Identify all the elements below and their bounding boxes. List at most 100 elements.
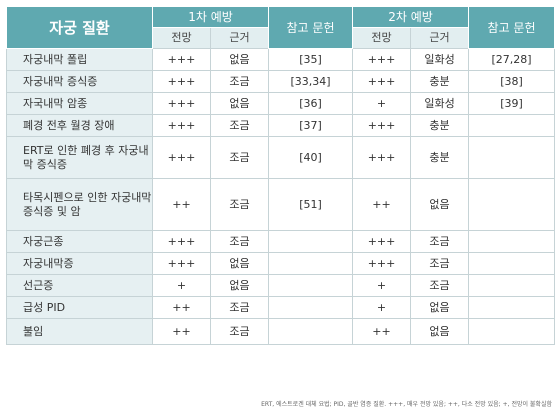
table-row: 선근증 + 없음 + 조금 — [6, 274, 556, 297]
header-second-prevention: 2차 예방 — [352, 6, 470, 28]
disease-name-cell: 타목시펜으로 인한 자궁내막 증식증 및 암 — [6, 178, 153, 231]
second-basis-cell: 조금 — [410, 230, 470, 253]
second-outlook-cell: +++ — [352, 252, 412, 275]
second-basis-cell: 충분 — [410, 136, 470, 179]
disease-name-cell: 선근증 — [6, 274, 153, 297]
first-basis-cell: 조금 — [209, 178, 270, 231]
disease-name-cell: 불임 — [6, 318, 153, 345]
header-outlook-2: 전망 — [352, 27, 412, 49]
table-row: 자궁내막 증식증 +++ 조금 [33,34] +++ 충분 [38] — [6, 70, 556, 93]
first-basis-cell: 조금 — [209, 230, 270, 253]
second-outlook-cell: +++ — [352, 230, 412, 253]
first-basis-cell: 조금 — [209, 318, 270, 345]
table-row: 자궁근종 +++ 조금 +++ 조금 — [6, 230, 556, 253]
first-reference-cell: [40] — [268, 136, 354, 179]
second-basis-cell: 없음 — [410, 296, 470, 319]
table-body: 자궁내막 폴립 +++ 없음 [35] +++ 일화성 [27,28] 자궁내막 증식증 +++… — [6, 48, 556, 345]
first-basis-cell: 없음 — [209, 92, 270, 115]
second-reference-cell — [468, 252, 556, 275]
second-basis-cell: 없음 — [410, 318, 470, 345]
second-reference-cell: [38] — [468, 70, 556, 93]
header-reference-2: 참고 문헌 — [468, 6, 556, 49]
table-row: 자궁내막증 +++ 없음 +++ 조금 — [6, 252, 556, 275]
header-outlook-1: 전망 — [152, 27, 211, 49]
first-outlook-cell: + — [152, 274, 211, 297]
first-outlook-cell: ++ — [152, 296, 211, 319]
first-outlook-cell: +++ — [152, 48, 211, 71]
first-basis-cell: 조금 — [209, 136, 270, 179]
second-outlook-cell: ++ — [352, 318, 412, 345]
second-outlook-cell: +++ — [352, 136, 412, 179]
second-basis-cell: 조금 — [410, 252, 470, 275]
second-basis-cell: 일화성 — [410, 48, 470, 71]
second-reference-cell — [468, 114, 556, 137]
table-row: 불임 ++ 조금 ++ 없음 — [6, 318, 556, 345]
first-reference-cell — [268, 252, 354, 275]
second-outlook-cell: +++ — [352, 70, 412, 93]
second-reference-cell — [468, 230, 556, 253]
first-reference-cell: [33,34] — [268, 70, 354, 93]
header-basis-2: 근거 — [410, 27, 470, 49]
first-reference-cell — [268, 296, 354, 319]
disease-name-cell: 자궁내막증 — [6, 252, 153, 275]
disease-name-cell: 자궁근종 — [6, 230, 153, 253]
footnote: ERT, 에스트로겐 대체 요법; PID, 골반 염증 질환. +++, 매우… — [261, 401, 552, 408]
first-basis-cell: 조금 — [209, 70, 270, 93]
table-row: 자국내막 암종 +++ 없음 [36] + 일화성 [39] — [6, 92, 556, 115]
second-reference-cell: [39] — [468, 92, 556, 115]
first-reference-cell: [37] — [268, 114, 354, 137]
first-outlook-cell: ++ — [152, 318, 211, 345]
first-basis-cell: 없음 — [209, 274, 270, 297]
disease-name-cell: 자궁내막 증식증 — [6, 70, 153, 93]
disease-name-cell: ERT로 인한 폐경 후 자궁내막 증식증 — [6, 136, 153, 179]
table-row: 타목시펜으로 인한 자궁내막 증식증 및 암 ++ 조금 [51] ++ 없음 — [6, 178, 556, 231]
first-outlook-cell: +++ — [152, 92, 211, 115]
first-reference-cell — [268, 230, 354, 253]
first-reference-cell — [268, 318, 354, 345]
disease-name-cell: 급성 PID — [6, 296, 153, 319]
second-reference-cell — [468, 274, 556, 297]
second-reference-cell — [468, 318, 556, 345]
first-basis-cell: 조금 — [209, 114, 270, 137]
second-basis-cell: 없음 — [410, 178, 470, 231]
first-basis-cell: 조금 — [209, 296, 270, 319]
table-row: 자궁내막 폴립 +++ 없음 [35] +++ 일화성 [27,28] — [6, 48, 556, 71]
table-row: 폐경 전후 월경 장애 +++ 조금 [37] +++ 충분 — [6, 114, 556, 137]
second-reference-cell: [27,28] — [468, 48, 556, 71]
second-outlook-cell: ++ — [352, 178, 412, 231]
first-outlook-cell: +++ — [152, 136, 211, 179]
second-outlook-cell: +++ — [352, 48, 412, 71]
table-row: ERT로 인한 폐경 후 자궁내막 증식증 +++ 조금 [40] +++ 충분 — [6, 136, 556, 179]
first-basis-cell: 없음 — [209, 48, 270, 71]
header-basis-1: 근거 — [209, 27, 270, 49]
disease-name-cell: 자국내막 암종 — [6, 92, 153, 115]
header-disease: 자궁 질환 — [6, 6, 153, 49]
uterine-disease-table: 자궁 질환 1차 예방 참고 문헌 2차 예방 참고 문헌 전망 근거 전망 근… — [6, 6, 556, 345]
first-reference-cell: [36] — [268, 92, 354, 115]
first-outlook-cell: +++ — [152, 70, 211, 93]
table-row: 급성 PID ++ 조금 + 없음 — [6, 296, 556, 319]
header-reference-1: 참고 문헌 — [268, 6, 354, 49]
second-basis-cell: 충분 — [410, 114, 470, 137]
first-outlook-cell: +++ — [152, 114, 211, 137]
header-first-prevention: 1차 예방 — [151, 6, 270, 28]
second-outlook-cell: +++ — [352, 114, 412, 137]
first-basis-cell: 없음 — [209, 252, 270, 275]
second-outlook-cell: + — [352, 296, 412, 319]
first-reference-cell — [268, 274, 354, 297]
second-outlook-cell: + — [352, 274, 412, 297]
second-basis-cell: 조금 — [410, 274, 470, 297]
disease-name-cell: 폐경 전후 월경 장애 — [6, 114, 153, 137]
second-outlook-cell: + — [352, 92, 412, 115]
first-outlook-cell: +++ — [152, 230, 211, 253]
second-reference-cell — [468, 296, 556, 319]
second-reference-cell — [468, 178, 556, 231]
disease-name-cell: 자궁내막 폴립 — [6, 48, 153, 71]
second-basis-cell: 일화성 — [410, 92, 470, 115]
second-reference-cell — [468, 136, 556, 179]
first-reference-cell: [35] — [268, 48, 354, 71]
first-reference-cell: [51] — [268, 178, 354, 231]
first-outlook-cell: +++ — [152, 252, 211, 275]
second-basis-cell: 충분 — [410, 70, 470, 93]
first-outlook-cell: ++ — [152, 178, 211, 231]
